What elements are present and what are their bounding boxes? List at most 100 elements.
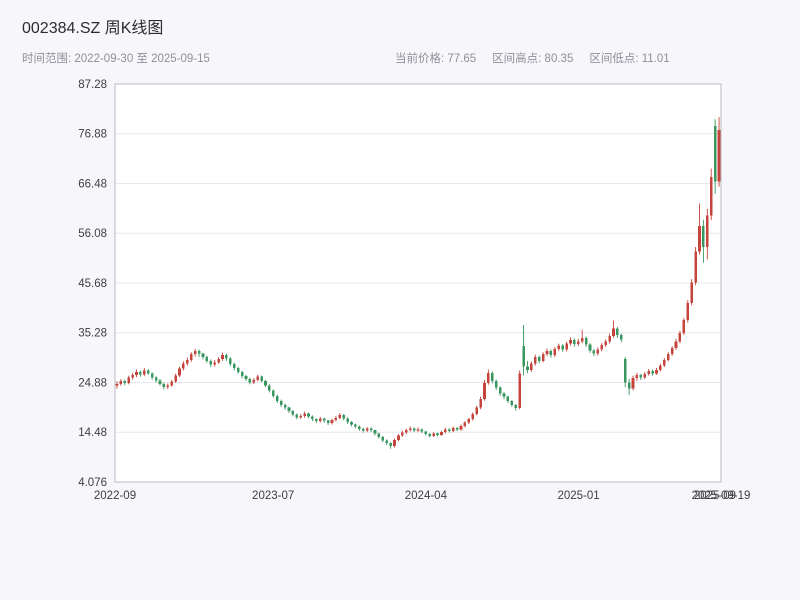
candle-body <box>338 414 342 418</box>
candle-body <box>393 439 396 447</box>
candle-body <box>275 395 279 402</box>
candle-body <box>576 341 580 345</box>
y-axis-label: 66.48 <box>78 178 107 190</box>
candle-body <box>565 343 568 350</box>
candle-body <box>518 373 521 409</box>
candle-body <box>412 428 416 431</box>
candle-body <box>205 357 209 361</box>
candle-body <box>291 411 295 415</box>
candle-body <box>401 432 404 436</box>
candle-body <box>498 387 502 394</box>
candle-body <box>490 372 494 381</box>
x-axis-label: 2025-09-19 <box>692 490 751 502</box>
candle-body <box>561 345 564 350</box>
candle-body <box>279 401 283 405</box>
candle-body <box>428 434 432 436</box>
candle-body <box>369 428 373 431</box>
candle-body <box>311 416 314 420</box>
candle-body <box>616 328 619 336</box>
candle-body <box>381 436 385 441</box>
candle-body <box>182 363 185 369</box>
y-axis-label: 24.88 <box>78 377 107 389</box>
candle-body <box>604 341 607 346</box>
candle-body <box>377 433 381 437</box>
candle-body <box>694 251 697 283</box>
candle-body <box>143 370 146 375</box>
candle-body <box>569 339 572 344</box>
candle-body <box>670 347 674 355</box>
x-axis-label: 2022-09 <box>94 490 136 502</box>
candle-body <box>631 378 635 389</box>
candle-body <box>682 320 686 334</box>
candle-body <box>713 125 717 182</box>
candle-body <box>471 413 475 420</box>
candle-body <box>545 350 549 355</box>
candle-body <box>361 428 365 431</box>
candle-body <box>330 420 334 424</box>
candle-body <box>526 366 529 370</box>
candle-body <box>186 359 189 364</box>
candle-body <box>706 215 709 248</box>
candle-body <box>514 404 518 409</box>
candle-body <box>506 396 510 402</box>
candle-body <box>447 429 451 432</box>
candle-body <box>385 440 389 444</box>
candle-body <box>463 422 467 426</box>
candle-body <box>240 371 244 377</box>
candle-body <box>213 362 216 365</box>
candle-body <box>659 365 662 370</box>
candle-body <box>651 370 654 374</box>
candle-body <box>248 379 252 383</box>
candle-body <box>154 377 158 381</box>
candle-body <box>236 368 240 372</box>
candle-body <box>315 419 318 422</box>
candle-body <box>459 425 463 430</box>
stat-range-low: 区间低点: 11.01 <box>589 53 670 65</box>
candle-body <box>189 354 193 360</box>
plot-frame <box>114 83 722 483</box>
x-axis-label: 2025-01 <box>557 490 599 502</box>
candle-body <box>475 407 478 414</box>
candle-body <box>307 413 310 417</box>
candle-body <box>592 350 596 354</box>
candle-body <box>424 431 428 435</box>
candle-body <box>256 376 260 380</box>
candle-body <box>702 225 705 248</box>
candle-body <box>342 414 346 419</box>
candle-body <box>678 333 682 342</box>
candle-body <box>287 407 291 412</box>
candle-body <box>326 420 330 424</box>
candle-body <box>530 363 533 370</box>
candle-body <box>201 353 205 358</box>
candle-body <box>221 355 224 359</box>
candle-body <box>170 381 173 386</box>
candle-body <box>299 415 303 418</box>
candle-body <box>162 383 166 388</box>
candle-body <box>717 130 721 182</box>
candle-body <box>549 350 553 356</box>
candle-body <box>709 177 713 216</box>
candle-body <box>647 370 650 374</box>
candle-body <box>166 385 170 388</box>
x-axis-label: 2023-07 <box>252 490 294 502</box>
candle-body <box>553 348 557 356</box>
candle-body <box>608 335 611 342</box>
x-axis-label: 2024-04 <box>405 490 448 502</box>
candle-body <box>612 328 615 336</box>
candle-body <box>318 418 322 422</box>
candle-body <box>139 371 142 375</box>
candle-body <box>229 358 232 365</box>
candle-body <box>209 360 213 365</box>
x-axis-label: 2025-09 <box>694 490 736 502</box>
candle-body <box>127 377 130 383</box>
candle-body <box>303 413 306 416</box>
candle-body <box>596 349 600 354</box>
candle-body <box>146 370 150 374</box>
candle-body <box>115 383 119 386</box>
candle-body <box>334 417 338 421</box>
candle-body <box>135 371 138 376</box>
candle-body <box>397 435 400 440</box>
candle-body <box>365 428 369 431</box>
candle-body <box>119 380 123 384</box>
candle-body <box>389 443 392 447</box>
